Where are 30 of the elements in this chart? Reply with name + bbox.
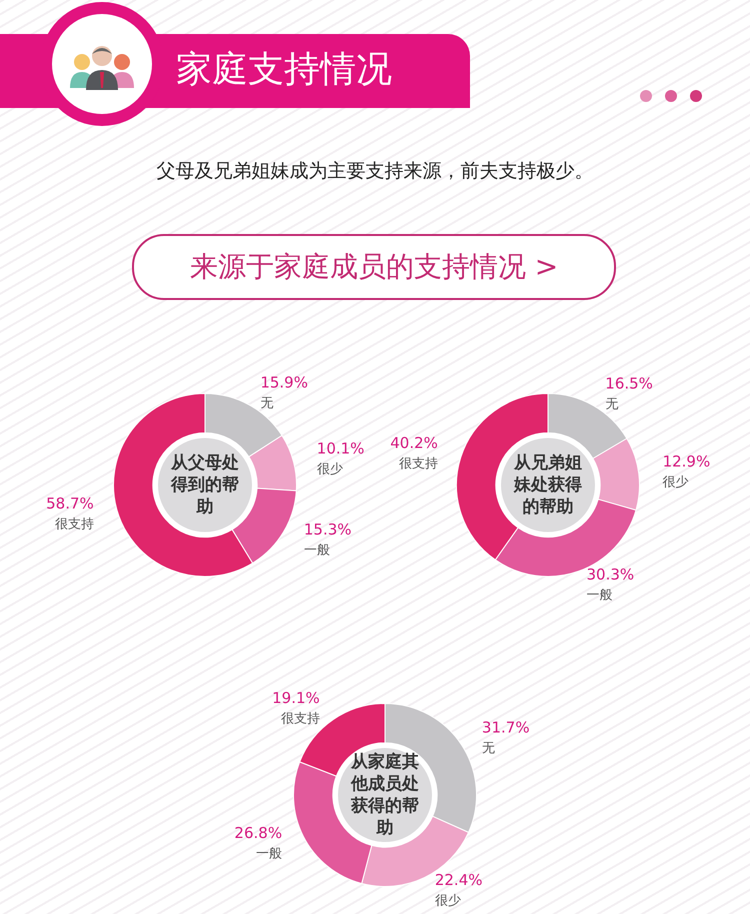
text: 来源于家庭成员的支持情况 > (132, 234, 616, 300)
slice-label: 无 (605, 396, 618, 412)
slice-label: 无 (482, 741, 495, 756)
text: 父母及兄弟姐妹成为主要支持来源，前夫支持极少。 (156, 159, 594, 184)
slice-label: 一般 (304, 542, 330, 558)
data-label: 16.5% (605, 374, 653, 392)
slice-label: 很少 (316, 462, 343, 477)
data-label: 15.3% (304, 520, 352, 538)
data-label: 40.2% (390, 434, 438, 452)
slice-label: 一般 (586, 588, 612, 603)
text: 从兄弟姐妹处获得的帮助 (496, 433, 600, 537)
slice-label: 很支持 (280, 711, 320, 726)
data-label: 22.4% (434, 871, 482, 890)
data-label: 10.1% (316, 439, 364, 458)
data-label: 30.3% (586, 565, 634, 584)
slice-label: 很支持 (54, 516, 94, 532)
data-label: 15.9% (260, 373, 308, 392)
data-label: 26.8% (234, 824, 282, 842)
slice-label: 很少 (662, 474, 689, 490)
slice-label: 很支持 (398, 456, 438, 472)
text: 从家庭其他成员处获得的帮助 (333, 743, 437, 847)
slice-label: 无 (260, 396, 274, 411)
data-label: 31.7% (482, 718, 530, 737)
text: 家庭支持情况 (176, 48, 392, 92)
data-label: 58.7% (46, 494, 94, 512)
slice-label: 一般 (256, 846, 282, 862)
data-label: 12.9% (662, 452, 710, 470)
data-label: 19.1% (272, 688, 320, 707)
slice-label: 很少 (434, 894, 461, 909)
text: 从父母处得到的帮助 (153, 433, 257, 537)
